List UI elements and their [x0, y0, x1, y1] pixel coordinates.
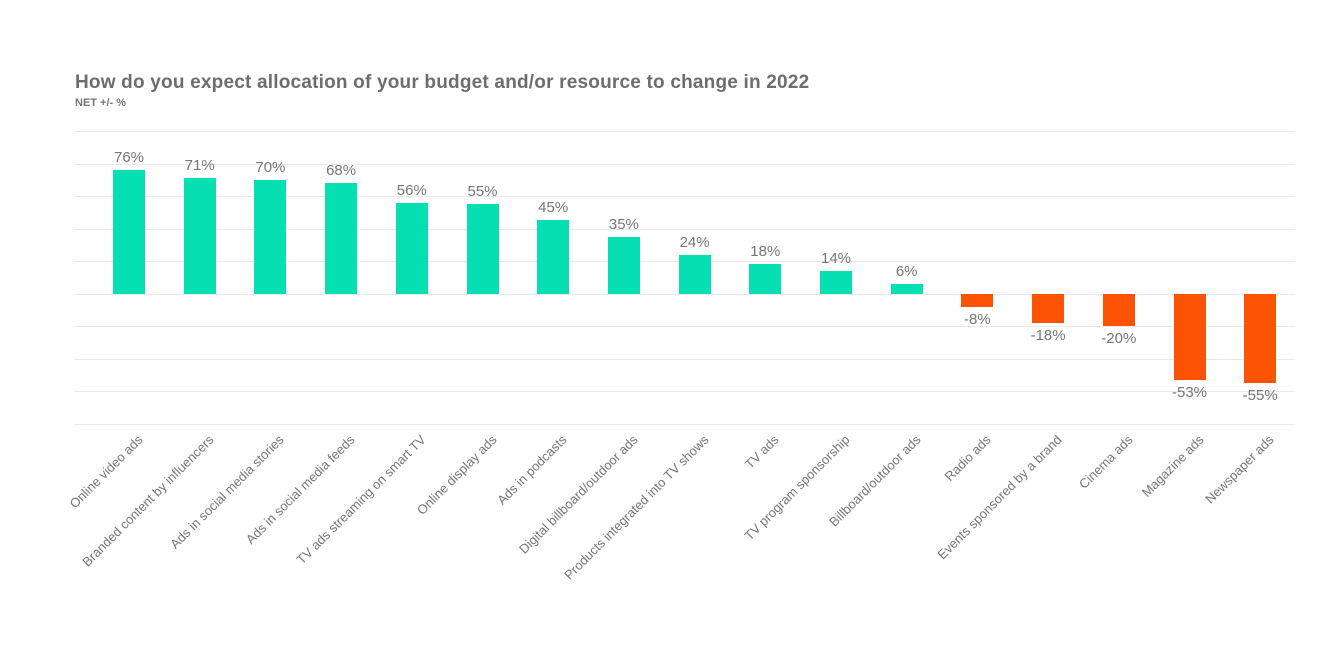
bar: [961, 293, 994, 307]
bar: [678, 254, 711, 294]
bar-value-label: 68%: [326, 162, 357, 179]
bar-value-label: 18%: [750, 243, 781, 261]
bar: [1032, 293, 1065, 323]
gridline: [75, 196, 1295, 197]
chart-title: How do you expect allocation of your bud…: [75, 72, 810, 93]
bar: [1102, 293, 1135, 326]
gridline: [75, 423, 1295, 425]
bar-value-label: 35%: [608, 215, 639, 233]
bar-value-label: 24%: [679, 233, 710, 251]
bar-value-label: 45%: [538, 199, 569, 217]
bar-value-label: -20%: [1101, 330, 1137, 347]
bar: [890, 283, 923, 294]
bar-value-label: -55%: [1242, 386, 1278, 404]
bar: [820, 270, 852, 294]
gridline: [75, 131, 1295, 132]
bar-value-label: 71%: [184, 157, 215, 175]
gridline: [75, 228, 1295, 230]
bar: [537, 220, 570, 294]
bar: [466, 204, 499, 294]
bar: [254, 179, 287, 294]
bar-value-label: 55%: [467, 183, 498, 201]
bar-value-label: -8%: [964, 310, 991, 328]
bar: [607, 236, 640, 294]
bar: [749, 264, 782, 294]
bar: [113, 170, 145, 294]
bar: [1173, 293, 1206, 380]
bar: [325, 183, 358, 294]
bar: [1244, 293, 1277, 383]
bar-value-label: 70%: [255, 158, 286, 176]
bar-value-label: 76%: [113, 149, 145, 166]
bar-value-label: 14%: [820, 249, 852, 267]
bar-value-label: -53%: [1171, 383, 1208, 401]
gridline: [75, 358, 1295, 360]
bar: [183, 178, 216, 294]
bar: [395, 202, 428, 294]
bar-value-label: 56%: [396, 181, 427, 199]
gridline: [75, 293, 1295, 295]
chart-subtitle: NET +/- %: [75, 97, 127, 109]
plot-area: 76% Online video ads 71% Branded content by…: [67, 131, 1295, 611]
bar-value-label: 6%: [895, 262, 918, 280]
bar-value-label: -18%: [1030, 326, 1066, 344]
gridline: [75, 163, 1295, 165]
gridline: [75, 326, 1295, 327]
gridline: [75, 391, 1295, 392]
